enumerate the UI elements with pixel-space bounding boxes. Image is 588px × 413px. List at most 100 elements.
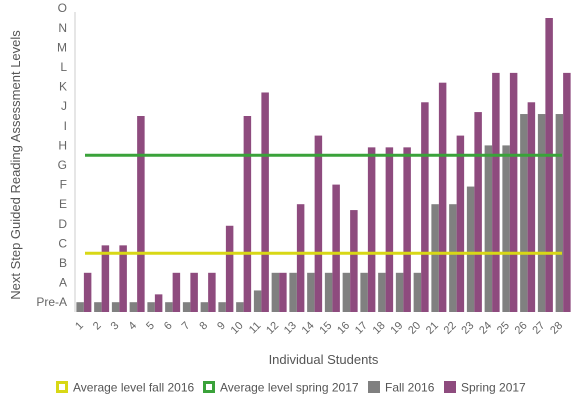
y-tick-label: B xyxy=(59,256,67,270)
spring-2017-bar-2 xyxy=(101,245,110,312)
x-tick-label: 27 xyxy=(530,320,547,337)
spring-2017-bar-10 xyxy=(243,116,252,312)
spring-2017-bar-5 xyxy=(154,294,163,312)
x-tick-label: 25 xyxy=(495,320,512,337)
spring-2017-bar-25 xyxy=(509,72,518,312)
y-tick-label: I xyxy=(64,119,67,133)
legend-item-spring-2017[interactable]: Spring 2017 xyxy=(444,381,526,395)
spring-2017-bar-27 xyxy=(545,18,553,312)
x-tick-label: 11 xyxy=(247,320,264,337)
fall-2016-bar-13 xyxy=(289,272,297,312)
x-tick-label: 7 xyxy=(180,320,193,333)
spring-2017-bar-22 xyxy=(456,135,465,312)
spring-2017-bar-19 xyxy=(403,147,411,312)
fall-2016-bar-12 xyxy=(271,272,280,312)
fall-2016-bar-25 xyxy=(502,145,510,312)
legend-label: Average level spring 2017 xyxy=(220,381,359,395)
spring-2017-bar-23 xyxy=(474,112,482,312)
y-tick-label: O xyxy=(58,1,67,15)
y-tick-label: Pre-A xyxy=(36,295,67,309)
y-tick-label: H xyxy=(58,138,67,152)
fall-2016-bar-5 xyxy=(147,302,155,312)
x-tick-label: 8 xyxy=(197,320,210,333)
spring-2017-bar-26 xyxy=(527,102,536,312)
x-tick-label: 18 xyxy=(371,320,388,337)
fall-2016-bar-19 xyxy=(395,272,404,312)
fall-2016-bar-4 xyxy=(129,302,138,312)
spring-2017-bar-17 xyxy=(367,147,376,312)
fall-2016-bar-2 xyxy=(94,302,102,312)
fall-2016-bar-20 xyxy=(413,272,422,312)
spring-2017-bar-7 xyxy=(190,272,198,312)
spring-2017-bar-11 xyxy=(261,92,269,312)
x-tick-label: 5 xyxy=(144,320,157,333)
x-tick-label: 9 xyxy=(215,320,228,333)
x-tick-label: 15 xyxy=(317,320,334,337)
fall-2016-bar-6 xyxy=(165,302,173,312)
x-tick-label: 14 xyxy=(300,320,317,337)
fall-2016-bar-14 xyxy=(307,272,315,312)
fall-2016-bar-7 xyxy=(182,302,191,312)
legend-item-average-spring-2017[interactable]: Average level spring 2017 xyxy=(203,381,359,395)
legend-label: Average level fall 2016 xyxy=(73,381,195,395)
fall-2016-bar-23 xyxy=(466,186,475,312)
spring-2017-bar-21 xyxy=(438,82,447,313)
fall-2016-bar-28 xyxy=(555,114,564,312)
y-tick-label: C xyxy=(58,236,67,250)
fall-2016-bar-26 xyxy=(520,114,528,312)
legend-item-average-fall-2016[interactable]: Average level fall 2016 xyxy=(56,381,195,395)
x-tick-label: 20 xyxy=(406,320,423,337)
legend-swatch xyxy=(444,381,456,393)
y-tick-label: D xyxy=(58,217,67,231)
spring-2017-bar-3 xyxy=(119,245,127,312)
spring-2017-bar-20 xyxy=(421,102,429,312)
spring-2017-bar-16 xyxy=(350,210,358,312)
x-tick-label: 6 xyxy=(162,320,175,333)
y-tick-label: J xyxy=(61,99,67,113)
x-tick-label: 10 xyxy=(229,320,246,337)
legend-swatch xyxy=(368,381,380,393)
spring-2017-bar-13 xyxy=(296,204,305,312)
x-tick-label: 4 xyxy=(126,320,139,333)
fall-2016-bar-1 xyxy=(76,302,84,312)
y-axis-title: Next Step Guided Reading Assessment Leve… xyxy=(8,30,23,300)
y-tick-label: L xyxy=(60,60,67,74)
x-tick-label: 12 xyxy=(264,320,281,337)
legend-label: Spring 2017 xyxy=(461,381,526,395)
fall-2016-bar-24 xyxy=(484,145,493,312)
x-tick-label: 17 xyxy=(353,320,370,337)
x-tick-label: 24 xyxy=(477,320,494,337)
fall-2016-bar-22 xyxy=(449,204,457,312)
spring-2017-bar-24 xyxy=(492,72,500,312)
spring-2017-bar-28 xyxy=(563,72,571,312)
spring-2017-bar-18 xyxy=(385,147,394,312)
spring-2017-bar-15 xyxy=(332,184,340,312)
legend-swatch xyxy=(56,381,68,393)
legend[interactable]: Average level fall 2016 Average level spr… xyxy=(56,381,527,395)
fall-2016-bar-8 xyxy=(200,302,209,312)
fall-2016-bar-11 xyxy=(253,290,262,312)
spring-2017-bar-6 xyxy=(172,272,181,312)
x-tick-label: 21 xyxy=(424,320,441,337)
x-tick-label: 22 xyxy=(442,320,459,337)
y-tick-label: E xyxy=(59,197,67,211)
fall-2016-bar-17 xyxy=(360,272,368,312)
x-tick-label: 23 xyxy=(459,320,476,337)
x-tick-label: 28 xyxy=(548,320,565,337)
bars-layer xyxy=(76,18,571,313)
spring-2017-bar-4 xyxy=(137,116,145,312)
x-tick-label: 3 xyxy=(109,320,122,333)
y-tick-label: M xyxy=(57,40,67,54)
fall-2016-bar-10 xyxy=(236,302,244,312)
legend-item-fall-2016[interactable]: Fall 2016 xyxy=(368,381,435,395)
spring-2017-bar-12 xyxy=(279,272,287,312)
y-tick-label: N xyxy=(58,21,67,35)
x-tick-label: 1 xyxy=(73,320,86,333)
reference-lines-layer xyxy=(85,153,562,255)
y-tick-label: G xyxy=(58,158,67,172)
fall-2016-bar-9 xyxy=(218,302,226,312)
y-tick-label: K xyxy=(59,80,67,94)
legend-swatch xyxy=(203,381,215,393)
